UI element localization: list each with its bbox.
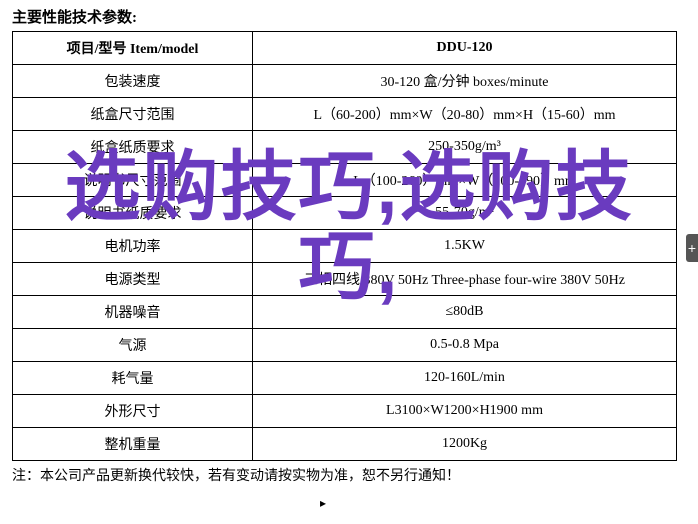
spec-value: L（100-260）mm×W（100-190）mm [253, 164, 677, 197]
spec-value: 1.5KW [253, 230, 677, 263]
spec-value: 250-350g/m³ [253, 131, 677, 164]
footnote: 注：本公司产品更新换代较快，若有变动请按实物为准，恕不另行通知！ [12, 465, 686, 485]
spec-label: 气源 [13, 329, 253, 362]
table-row: 说明书纸质要求 55-70g/m² [13, 197, 677, 230]
table-row: 机器噪音 ≤80dB [13, 296, 677, 329]
spec-label: 说明书尺寸范围 [13, 164, 253, 197]
spec-label: 机器噪音 [13, 296, 253, 329]
header-item-model: 项目/型号 Item/model [13, 32, 253, 65]
spec-value: ≤80dB [253, 296, 677, 329]
table-row: 整机重量 1200Kg [13, 428, 677, 461]
right-expand-handle[interactable]: + [686, 234, 698, 262]
table-row: 纸盒尺寸范围 L（60-200）mm×W（20-80）mm×H（15-60）mm [13, 98, 677, 131]
plus-icon: + [688, 240, 696, 256]
caret-icon: ▸ [320, 496, 326, 511]
spec-value: 55-70g/m² [253, 197, 677, 230]
spec-value: L（60-200）mm×W（20-80）mm×H（15-60）mm [253, 98, 677, 131]
spec-value: 三相四线 380V 50Hz Three-phase four-wire 380… [253, 263, 677, 296]
table-row: 电源类型 三相四线 380V 50Hz Three-phase four-wir… [13, 263, 677, 296]
table-row: 气源 0.5-0.8 Mpa [13, 329, 677, 362]
spec-table: 项目/型号 Item/model DDU-120 包装速度 30-120 盒/分… [12, 31, 677, 461]
spec-value: 120-160L/min [253, 362, 677, 395]
spec-label: 耗气量 [13, 362, 253, 395]
table-row: 包装速度 30-120 盒/分钟 boxes/minute [13, 65, 677, 98]
header-model-value: DDU-120 [253, 32, 677, 65]
spec-label: 纸盒尺寸范围 [13, 98, 253, 131]
spec-value: L3100×W1200×H1900 mm [253, 395, 677, 428]
table-row: 外形尺寸 L3100×W1200×H1900 mm [13, 395, 677, 428]
spec-value: 1200Kg [253, 428, 677, 461]
spec-label: 整机重量 [13, 428, 253, 461]
table-row: 电机功率 1.5KW [13, 230, 677, 263]
spec-label: 纸盒纸质要求 [13, 131, 253, 164]
spec-label: 电源类型 [13, 263, 253, 296]
table-row: 说明书尺寸范围 L（100-260）mm×W（100-190）mm [13, 164, 677, 197]
spec-value: 0.5-0.8 Mpa [253, 329, 677, 362]
table-row: 纸盒纸质要求 250-350g/m³ [13, 131, 677, 164]
spec-label: 外形尺寸 [13, 395, 253, 428]
section-title: 主要性能技术参数: [12, 6, 686, 27]
table-row: 耗气量 120-160L/min [13, 362, 677, 395]
spec-label: 包装速度 [13, 65, 253, 98]
spec-value: 30-120 盒/分钟 boxes/minute [253, 65, 677, 98]
table-header-row: 项目/型号 Item/model DDU-120 [13, 32, 677, 65]
spec-label: 说明书纸质要求 [13, 197, 253, 230]
spec-label: 电机功率 [13, 230, 253, 263]
